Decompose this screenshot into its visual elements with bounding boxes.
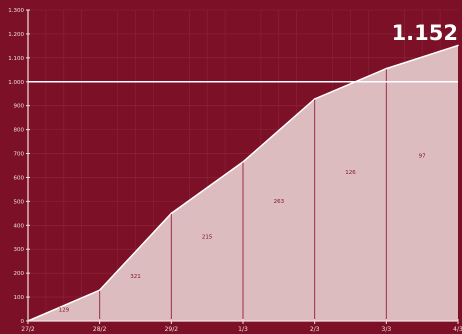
y-tick-label: 400 xyxy=(14,223,25,229)
y-tick-label: 0 xyxy=(21,319,25,325)
data-point xyxy=(98,289,101,291)
increments-layer: 129 321 215 263 126 97 xyxy=(59,153,427,313)
data-point xyxy=(170,212,173,215)
y-tick-label: 600 xyxy=(14,175,25,181)
latest-value-label: 1.152 xyxy=(392,21,458,45)
y-tick-label: 200 xyxy=(14,271,25,277)
data-point xyxy=(242,161,244,163)
increment-label: 129 xyxy=(59,307,70,313)
y-tick-label: 800 xyxy=(14,128,25,134)
data-point xyxy=(313,98,316,100)
data-point xyxy=(457,44,459,47)
increment-label: 215 xyxy=(202,234,213,240)
y-tick-label: 1.300 xyxy=(8,8,24,14)
increment-label: 126 xyxy=(345,170,356,176)
y-tick-label: 300 xyxy=(14,247,25,253)
increment-label: 263 xyxy=(274,199,285,205)
x-tick-label: 2/3 xyxy=(310,326,320,333)
x-tick-label: 4/3 xyxy=(453,326,462,333)
y-tick-label: 1.100 xyxy=(8,56,24,62)
data-point xyxy=(385,67,388,70)
increment-label: 97 xyxy=(419,153,426,159)
axes-layer: 0 100 200 300 400 500 600 700 800 900 1.000 1.100 1.… xyxy=(8,8,462,333)
x-tick-label: 29/2 xyxy=(165,326,179,333)
y-tick-label: 100 xyxy=(14,295,25,301)
y-tick-label: 700 xyxy=(14,152,25,158)
x-tick-label: 27/2 xyxy=(21,326,35,333)
y-tick-label: 1.000 xyxy=(8,80,24,86)
separators-layer xyxy=(27,44,459,322)
y-tick-label: 1.200 xyxy=(8,32,24,38)
y-tick-label: 900 xyxy=(14,104,25,110)
x-tick-label: 1/3 xyxy=(238,326,248,333)
x-tick-label: 3/3 xyxy=(382,326,392,333)
y-tick-label: 500 xyxy=(14,199,25,205)
increment-label: 321 xyxy=(130,274,141,280)
x-tick-label: 28/2 xyxy=(93,326,107,333)
